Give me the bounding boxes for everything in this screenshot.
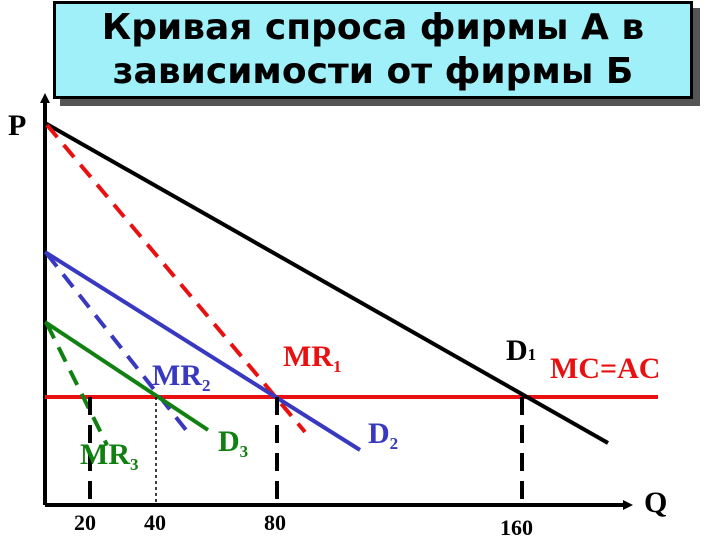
tick-label-80: 80: [264, 510, 286, 535]
mr1-label: MR1: [283, 340, 341, 376]
mr1-line: [45, 123, 307, 434]
d1-line: [44, 121, 609, 445]
x-axis-label: Q: [644, 486, 667, 519]
mr2-line: [45, 252, 192, 437]
mr2-label: MR2: [152, 359, 210, 395]
page-title: Кривая спроса фирмы А в зависимости от ф…: [102, 6, 644, 94]
d3-label: D3: [218, 425, 248, 461]
tick-label-160: 160: [500, 515, 533, 540]
y-axis-label: P: [8, 109, 26, 142]
d2-line: [43, 250, 362, 452]
d2-label: D2: [368, 417, 398, 453]
title-line-1: Кривая спроса фирмы А в: [101, 7, 645, 48]
mr3-label: MR3: [80, 438, 138, 474]
mr3-line: [45, 323, 109, 446]
tick-label-20: 20: [74, 510, 96, 535]
mc-ac-label: MC=AC: [550, 352, 660, 385]
d3-line: [43, 320, 210, 432]
d1-label: D1: [506, 334, 536, 367]
title-line-2: зависимости от фирмы Б: [112, 51, 634, 92]
title-box: Кривая спроса фирмы А в зависимости от ф…: [53, 1, 693, 99]
tick-label-40: 40: [144, 510, 166, 535]
